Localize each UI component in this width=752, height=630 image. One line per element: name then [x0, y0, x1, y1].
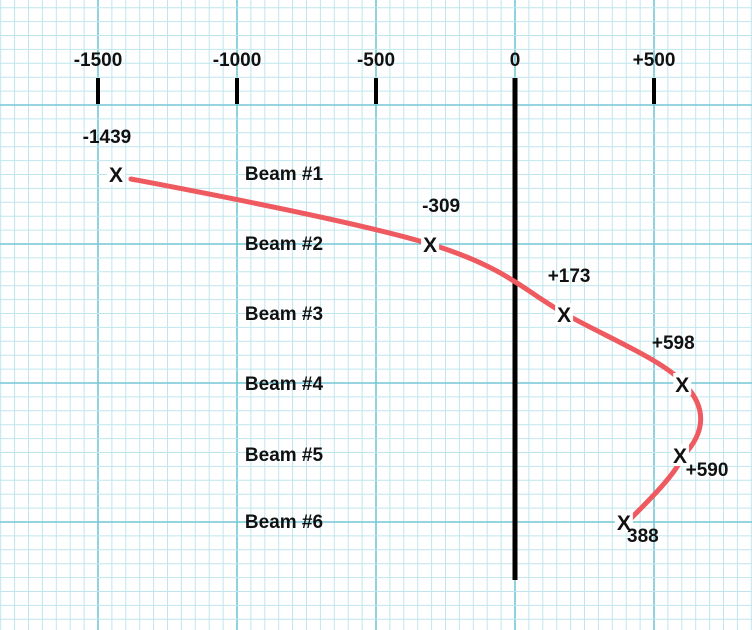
category-label: Beam #5	[245, 445, 324, 466]
marker-background	[671, 444, 690, 466]
x-axis: -1500 -1000 -500 0 +500	[74, 50, 676, 580]
data-value-label: -309	[422, 196, 460, 217]
data-point-marker: X	[673, 445, 687, 468]
category-label: Beam #6	[245, 512, 323, 533]
data-value-label: 388	[627, 526, 659, 547]
marker-background	[106, 163, 125, 185]
marker-background	[673, 373, 692, 395]
marker-background	[555, 303, 574, 325]
category-label: Beam #2	[245, 234, 323, 255]
data-value-label: -1439	[83, 127, 132, 148]
marker-background	[421, 233, 440, 255]
category-label: Beam #1	[245, 164, 324, 185]
category-label: Beam #3	[245, 304, 323, 325]
category-label: Beam #4	[245, 374, 324, 395]
data-point-marker: X	[675, 374, 689, 397]
data-value-label: +590	[686, 460, 729, 481]
x-tick-label: 0	[510, 50, 521, 71]
x-tick-label: -500	[357, 50, 395, 71]
data-point-marker: X	[109, 164, 123, 187]
category-labels: Beam #1 Beam #2 Beam #3 Beam #4 Beam #5 Beam …	[245, 164, 324, 533]
data-value-label: +598	[652, 333, 695, 354]
data-value-label: +173	[548, 266, 591, 287]
x-tick-label: -1000	[213, 50, 262, 71]
marker-background	[614, 511, 633, 533]
x-tick-label: +500	[633, 50, 676, 71]
x-tick-label: -1500	[74, 50, 123, 71]
data-point-marker: X	[557, 304, 571, 327]
data-point-marker: X	[617, 512, 631, 535]
data-point-marker: X	[423, 234, 437, 257]
